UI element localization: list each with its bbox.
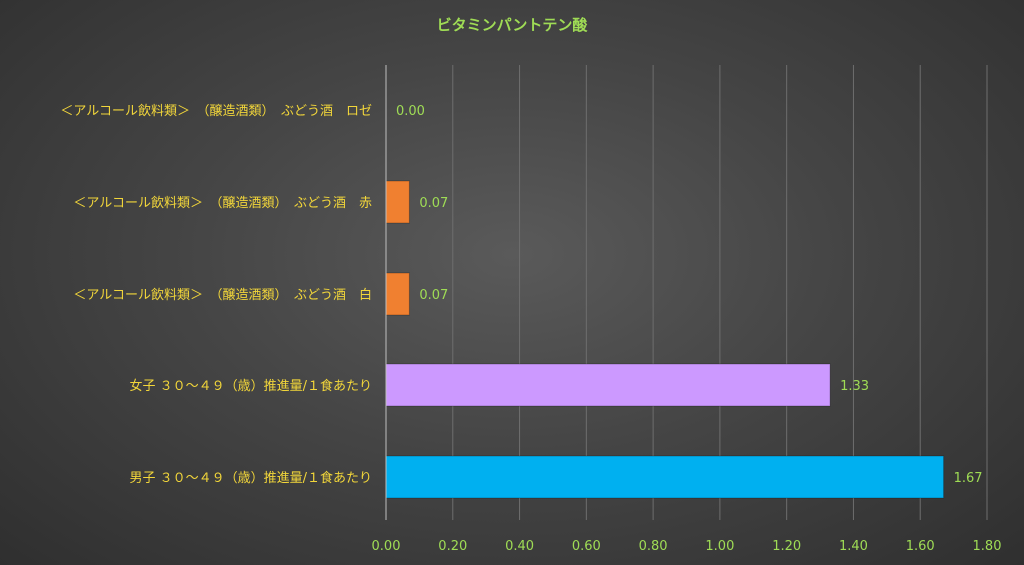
data-label: 1.67 [954,471,983,486]
bar [385,455,945,499]
x-tick-label: 1.20 [772,539,801,554]
data-label: 0.07 [419,196,448,211]
data-label: 1.33 [840,379,869,394]
bar [385,272,410,316]
data-label: 0.00 [396,104,425,119]
bar [385,180,410,224]
x-tick-label: 0.60 [572,539,601,554]
x-tick-labels: 0.00 0.20 0.40 0.60 0.80 1.00 1.20 1.40 1.60 1.80 [372,539,1002,554]
x-tick-label: 0.80 [639,539,668,554]
category-label: 女子 ３０～４９（歳）推進量/１食あたり [129,378,372,394]
chart-title: ビタミンパントテン酸 [437,16,589,34]
x-tick-label: 1.60 [906,539,935,554]
category-label: ＜アルコール飲料類＞ （醸造酒類） ぶどう酒 赤 [73,195,372,211]
category-labels: ＜アルコール飲料類＞ （醸造酒類） ぶどう酒 ロゼ ＜アルコール飲料類＞ （醸造酒… [60,103,372,486]
category-label: ＜アルコール飲料類＞ （醸造酒類） ぶどう酒 白 [73,287,372,303]
category-label: 男子 ３０～４９（歳）推進量/１食あたり [129,470,372,486]
bars [385,180,945,499]
x-tick-label: 0.20 [438,539,467,554]
bar [385,363,831,407]
category-label: ＜アルコール飲料類＞ （醸造酒類） ぶどう酒 ロゼ [60,103,372,119]
x-tick-label: 0.40 [505,539,534,554]
data-labels: 0.00 0.07 0.07 1.33 1.67 [396,104,983,486]
data-label: 0.07 [419,288,448,303]
x-tick-label: 1.00 [705,539,734,554]
grid-lines [452,65,988,520]
x-tick-label: 0.00 [372,539,401,554]
x-tick-label: 1.80 [973,539,1002,554]
x-tick-label: 1.40 [839,539,868,554]
